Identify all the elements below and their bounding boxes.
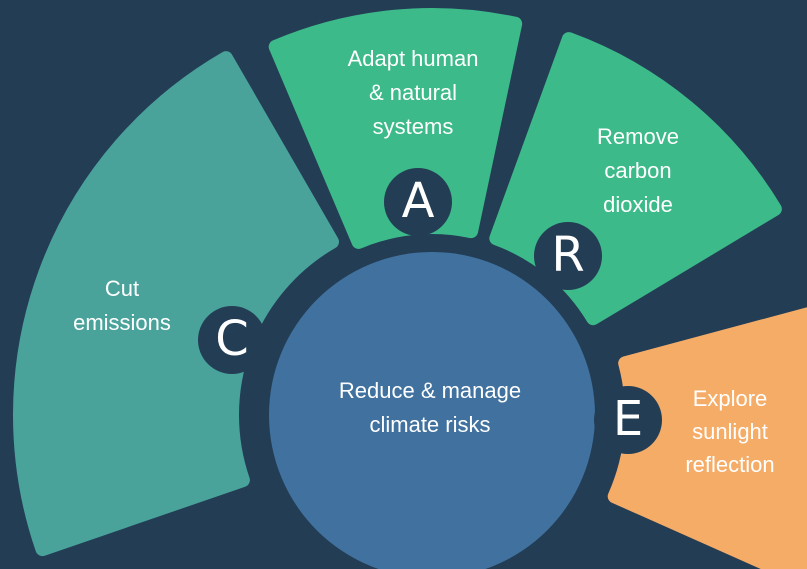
center-label: climate risks bbox=[369, 412, 490, 437]
segment-letter: C bbox=[215, 311, 249, 367]
segment-label: Cut bbox=[105, 276, 139, 301]
segment-label: carbon bbox=[604, 158, 671, 183]
segment-letter: A bbox=[402, 173, 435, 229]
segment-label: sunlight bbox=[692, 419, 768, 444]
segment bbox=[268, 8, 523, 249]
center-circle bbox=[269, 252, 595, 569]
segment-label: systems bbox=[373, 114, 454, 139]
segment bbox=[13, 51, 339, 557]
segment-label: & natural bbox=[369, 80, 457, 105]
letter-badge bbox=[534, 222, 602, 290]
segment-label: Adapt human bbox=[348, 46, 479, 71]
center-label: Reduce & manage bbox=[339, 378, 521, 403]
segment-label: dioxide bbox=[603, 192, 673, 217]
segment-label: Remove bbox=[597, 124, 679, 149]
segment-letter: E bbox=[613, 391, 643, 447]
segment-label: reflection bbox=[685, 452, 774, 477]
letter-badge bbox=[594, 386, 662, 454]
segment-letter: R bbox=[551, 227, 584, 283]
letter-badge bbox=[384, 168, 452, 236]
segment-label: emissions bbox=[73, 310, 171, 335]
segment-label: Explore bbox=[693, 386, 768, 411]
letter-badge bbox=[198, 306, 266, 374]
